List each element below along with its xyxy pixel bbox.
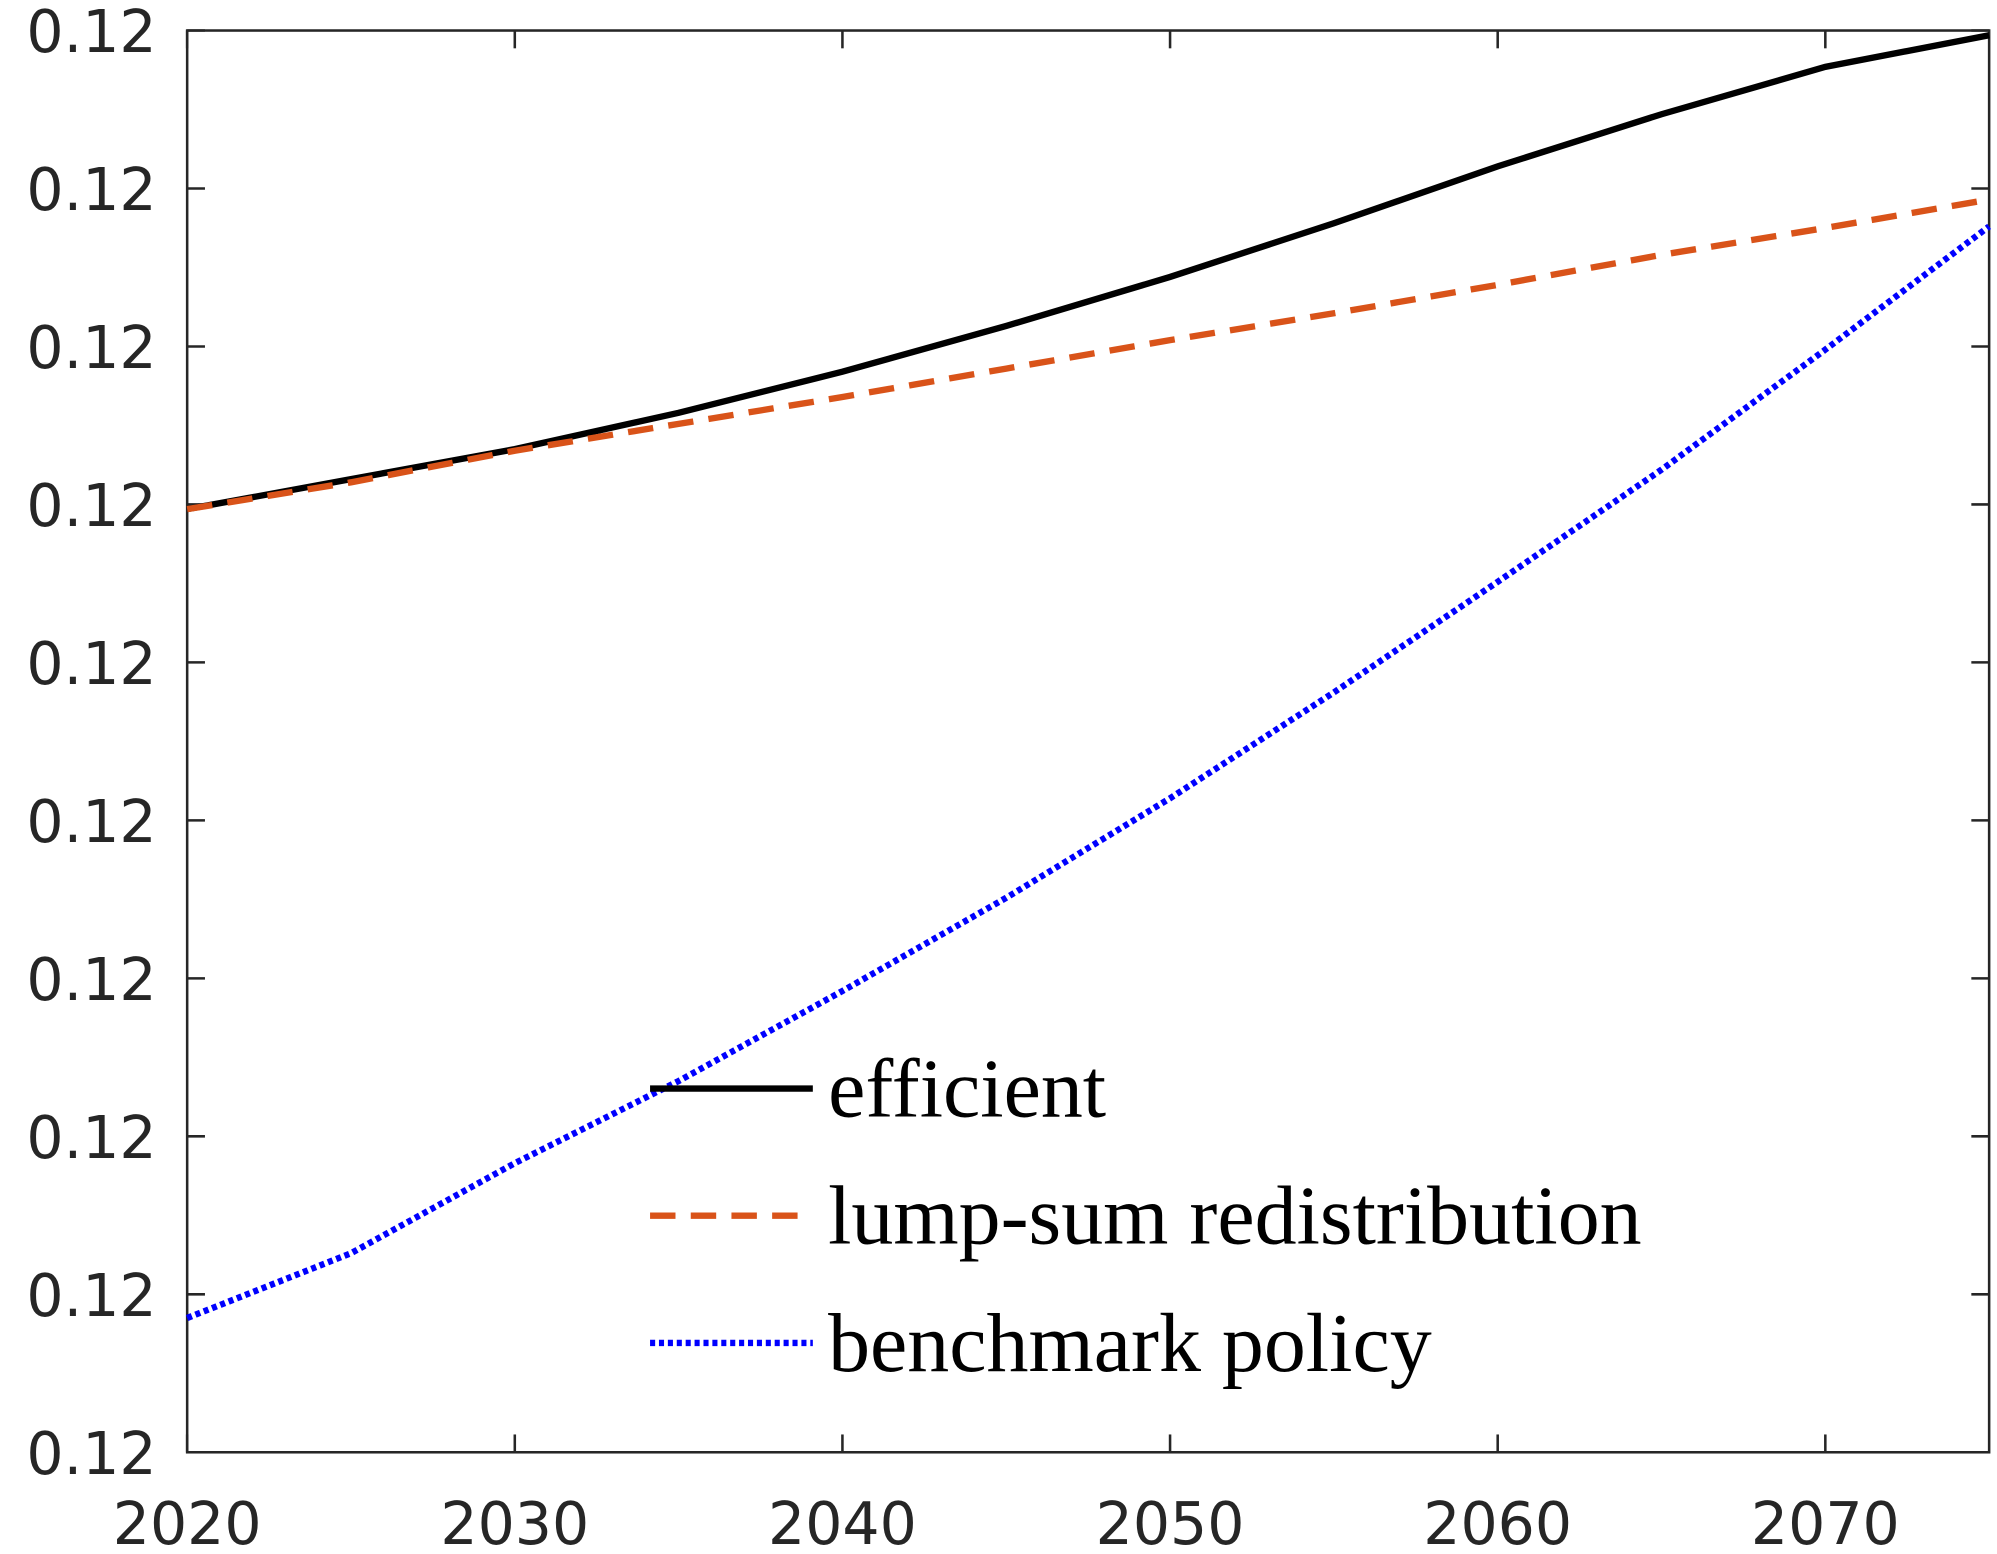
legend-label: lump-sum redistribution bbox=[828, 1170, 1642, 1263]
y-tick-label: 0.12 bbox=[26, 788, 156, 856]
y-tick-label: 0.12 bbox=[26, 1104, 156, 1172]
y-tick-label: 0.12 bbox=[26, 472, 156, 540]
x-tick-label: 2020 bbox=[113, 1490, 262, 1554]
x-tick-label: 2060 bbox=[1423, 1490, 1572, 1554]
y-tick-label: 0.12 bbox=[26, 314, 156, 382]
y-tick-label: 0.12 bbox=[26, 946, 156, 1014]
series-line bbox=[185, 223, 1992, 1321]
y-tick-label: 0.12 bbox=[26, 0, 156, 66]
x-tick-label: 2070 bbox=[1751, 1490, 1900, 1554]
legend-label: benchmark policy bbox=[828, 1297, 1432, 1390]
x-tick-label: 2050 bbox=[1096, 1490, 1245, 1554]
y-tick-label: 0.12 bbox=[26, 156, 156, 224]
x-tick-label: 2040 bbox=[768, 1490, 917, 1554]
series-line bbox=[186, 196, 1990, 513]
legend-label: efficient bbox=[828, 1043, 1106, 1136]
y-tick-label: 0.12 bbox=[26, 630, 156, 698]
y-tick-label: 0.12 bbox=[26, 1420, 156, 1488]
y-tick-label: 0.12 bbox=[26, 1262, 156, 1330]
x-tick-label: 2030 bbox=[440, 1490, 589, 1554]
plot-area bbox=[185, 29, 1991, 1454]
